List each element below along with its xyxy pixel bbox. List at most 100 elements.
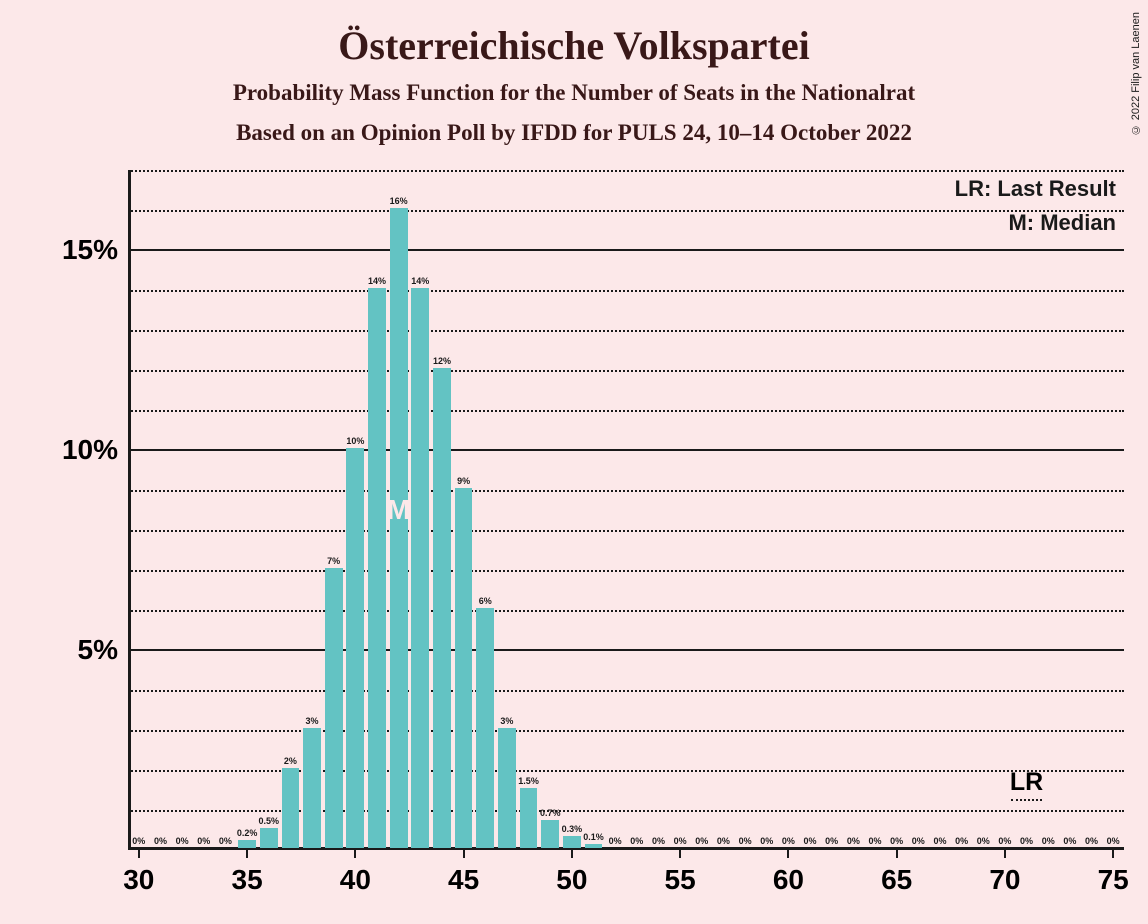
bar-value-label: 0% <box>804 836 817 848</box>
grid-minor-line <box>128 810 1124 812</box>
chart-title: Österreichische Volkspartei <box>0 22 1148 69</box>
bar: 12% <box>433 368 451 848</box>
bar-value-label: 0% <box>1085 836 1098 848</box>
legend-last-result: LR: Last Result <box>955 176 1116 202</box>
bar-value-label: 0% <box>912 836 925 848</box>
x-tick-label: 30 <box>123 850 154 896</box>
grid-minor-line <box>128 210 1124 212</box>
bar-value-label: 9% <box>457 476 470 488</box>
bar-value-label: 0% <box>1042 836 1055 848</box>
grid-minor-line <box>128 290 1124 292</box>
x-tick-label: 70 <box>989 850 1020 896</box>
bar-value-label: 0% <box>609 836 622 848</box>
bar-value-label: 0.3% <box>562 824 583 836</box>
bar: 3% <box>498 728 516 848</box>
copyright-text: © 2022 Filip van Laenen <box>1130 12 1142 135</box>
y-axis-line <box>128 170 131 850</box>
bar-value-label: 14% <box>411 276 429 288</box>
bar-value-label: 14% <box>368 276 386 288</box>
last-result-mark: LR <box>1010 768 1043 797</box>
chart-canvas: Österreichische Volkspartei Probability … <box>0 0 1148 924</box>
bar: 10% <box>346 448 364 848</box>
bar-value-label: 1.5% <box>518 776 539 788</box>
bar-value-label: 0% <box>132 836 145 848</box>
bar-value-label: 16% <box>390 196 408 208</box>
bar: 16% <box>390 208 408 848</box>
bar-value-label: 2% <box>284 756 297 768</box>
bar: 0.5% <box>260 828 278 848</box>
x-tick-label: 50 <box>556 850 587 896</box>
bar: 0.7% <box>541 820 559 848</box>
bar: 14% <box>411 288 429 848</box>
x-tick-label: 75 <box>1098 850 1129 896</box>
grid-minor-line <box>128 770 1124 772</box>
bar-value-label: 0.2% <box>237 828 258 840</box>
bar-value-label: 0% <box>760 836 773 848</box>
bar-value-label: 0% <box>197 836 210 848</box>
bar: 0.3% <box>563 836 581 848</box>
bar-value-label: 0% <box>1020 836 1033 848</box>
grid-minor-line <box>128 490 1124 492</box>
bar-value-label: 0% <box>652 836 665 848</box>
grid-minor-line <box>128 170 1124 172</box>
x-tick-label: 65 <box>881 850 912 896</box>
grid-major-line <box>128 249 1124 251</box>
bar: 7% <box>325 568 343 848</box>
bar-value-label: 0% <box>847 836 860 848</box>
grid-minor-line <box>128 530 1124 532</box>
plot-area: LR: Last Result M: Median 5%10%15%303540… <box>128 170 1124 850</box>
bar-value-label: 12% <box>433 356 451 368</box>
grid-major-line <box>128 649 1124 651</box>
chart-subtitle-2: Based on an Opinion Poll by IFDD for PUL… <box>0 120 1148 146</box>
grid-minor-line <box>128 570 1124 572</box>
bar-value-label: 0% <box>1107 836 1120 848</box>
x-tick-label: 40 <box>340 850 371 896</box>
grid-major-line <box>128 449 1124 451</box>
bar: 2% <box>282 768 300 848</box>
bar-value-label: 0.5% <box>258 816 279 828</box>
x-tick-label: 60 <box>773 850 804 896</box>
bar-value-label: 0% <box>977 836 990 848</box>
bar-value-label: 0% <box>630 836 643 848</box>
grid-minor-line <box>128 690 1124 692</box>
grid-minor-line <box>128 730 1124 732</box>
grid-minor-line <box>128 410 1124 412</box>
bar-value-label: 0% <box>1063 836 1076 848</box>
bar: 9% <box>455 488 473 848</box>
bar-value-label: 0% <box>825 836 838 848</box>
bar-value-label: 10% <box>346 436 364 448</box>
bar-value-label: 0% <box>739 836 752 848</box>
bar-value-label: 0% <box>176 836 189 848</box>
bar-value-label: 0% <box>998 836 1011 848</box>
bar-value-label: 0% <box>695 836 708 848</box>
legend-median: M: Median <box>1008 210 1116 236</box>
bar-value-label: 7% <box>327 556 340 568</box>
bar-value-label: 0% <box>219 836 232 848</box>
x-tick-label: 35 <box>232 850 263 896</box>
bar-value-label: 0% <box>868 836 881 848</box>
bar: 14% <box>368 288 386 848</box>
bar-value-label: 0% <box>955 836 968 848</box>
bar: 1.5% <box>520 788 538 848</box>
bar-value-label: 0% <box>717 836 730 848</box>
bar-value-label: 0% <box>933 836 946 848</box>
x-tick-label: 55 <box>665 850 696 896</box>
bar-value-label: 0% <box>890 836 903 848</box>
bar: 0.2% <box>238 840 256 848</box>
bar-value-label: 0% <box>154 836 167 848</box>
bar-value-label: 3% <box>500 716 513 728</box>
bar-value-label: 0% <box>674 836 687 848</box>
bar-value-label: 0% <box>782 836 795 848</box>
bar-value-label: 0.1% <box>583 832 604 844</box>
grid-minor-line <box>128 370 1124 372</box>
bar-value-label: 6% <box>479 596 492 608</box>
chart-subtitle-1: Probability Mass Function for the Number… <box>0 80 1148 106</box>
y-tick-label: 10% <box>62 434 128 466</box>
bar-value-label: 0.7% <box>540 808 561 820</box>
bar: 6% <box>476 608 494 848</box>
y-tick-label: 15% <box>62 234 128 266</box>
bar-value-label: 3% <box>306 716 319 728</box>
y-tick-label: 5% <box>78 634 128 666</box>
median-mark: M <box>387 494 410 526</box>
bar: 0.1% <box>585 844 603 848</box>
